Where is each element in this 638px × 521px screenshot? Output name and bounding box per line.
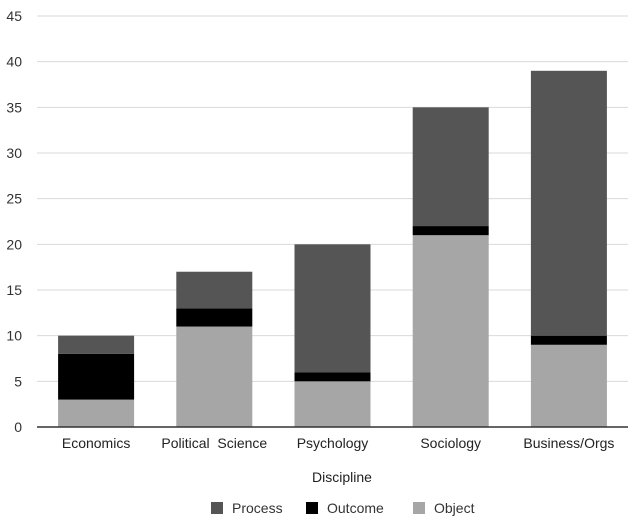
- bar-segment-object-4: [412, 235, 489, 427]
- bar-segment-object-2: [176, 326, 253, 427]
- bar-segment-outcome-2: [176, 308, 253, 327]
- y-tick-label: 25: [6, 191, 22, 207]
- y-tick-label: 5: [14, 373, 22, 389]
- legend-swatch-outcome: [306, 502, 318, 514]
- gridlines: [37, 15, 628, 382]
- bar-segment-process-4: [412, 107, 489, 227]
- bar-segment-object-1: [58, 399, 135, 427]
- legend-label-object: Object: [434, 500, 475, 516]
- y-tick-label: 10: [6, 328, 22, 344]
- legend-label-process: Process: [232, 500, 283, 516]
- x-tick-label: Sociology: [420, 435, 481, 451]
- y-tick-label: 0: [14, 419, 22, 435]
- x-tick-label: Political Science: [161, 435, 267, 451]
- y-tick-label: 40: [6, 54, 22, 70]
- bar-segment-process-2: [176, 271, 253, 309]
- legend-swatch-process: [211, 502, 223, 514]
- y-tick-label: 35: [6, 99, 22, 115]
- bar-segment-outcome-3: [294, 372, 371, 382]
- x-tick-label: Economics: [62, 435, 130, 451]
- bar-segment-outcome-4: [412, 226, 489, 236]
- y-tick-label: 30: [6, 145, 22, 161]
- legend-swatch-object: [413, 502, 425, 514]
- bars: [58, 70, 607, 427]
- y-tick-label: 15: [6, 282, 22, 298]
- bar-segment-process-1: [58, 335, 135, 354]
- bar-segment-object-5: [530, 344, 607, 427]
- axes: 0 5 10 15 20 25 30 35 40 45 Economics Political Sci…: [6, 8, 628, 451]
- y-tick-label: 20: [6, 236, 22, 252]
- bar-segment-object-3: [294, 381, 371, 427]
- y-tick-label: 45: [6, 8, 22, 24]
- bar-segment-process-5: [530, 70, 607, 336]
- bar-segment-outcome-5: [530, 335, 607, 345]
- bar-segment-process-3: [294, 244, 371, 373]
- x-axis-title: Discipline: [312, 469, 372, 485]
- x-tick-label: Psychology: [297, 435, 369, 451]
- bar-segment-outcome-1: [58, 353, 135, 400]
- x-tick-label: Business/Orgs: [523, 435, 614, 451]
- legend: Process Outcome Object: [211, 500, 475, 516]
- legend-label-outcome: Outcome: [327, 500, 384, 516]
